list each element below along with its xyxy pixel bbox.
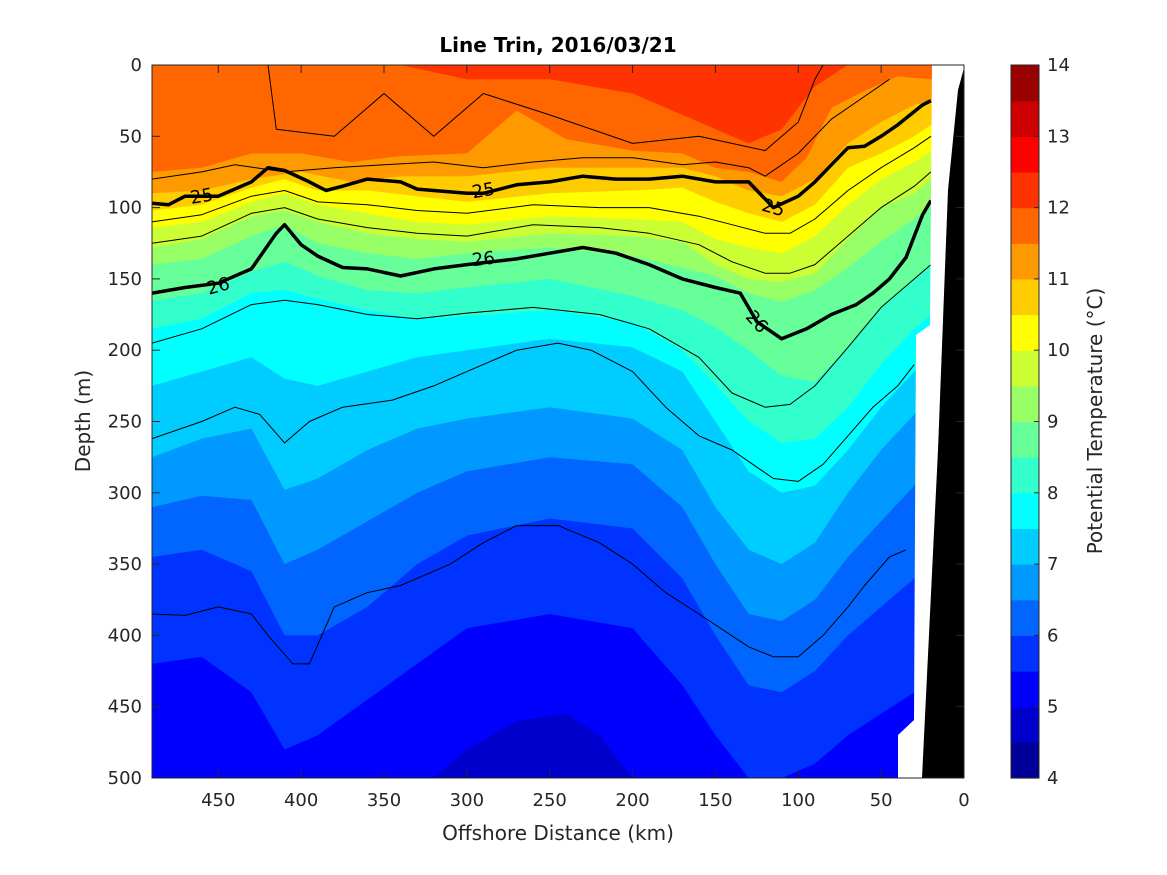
colorbar-band-18 — [1011, 100, 1039, 137]
x-tick-label-4: 250 — [533, 790, 567, 811]
x-axis-label: Offshore Distance (km) — [442, 821, 674, 845]
x-axis-ticks: 450 400 350 300 250 200 150 100 50 0 — [201, 65, 970, 811]
colorbar: 4 5 6 7 8 9 10 11 12 13 14 Potential Temperature (… — [1010, 55, 1107, 789]
y-tick-label-2: 100 — [108, 198, 142, 219]
x-tick-label-0: 450 — [201, 790, 235, 811]
colorbar-band-2 — [1011, 671, 1039, 708]
density-isolines — [152, 65, 933, 665]
isoline-label-2-1: 25 — [470, 179, 496, 204]
colorbar-tick-label-1: 5 — [1047, 697, 1058, 718]
y-tick-label-0: 0 — [131, 55, 142, 76]
isoline-6 — [152, 264, 932, 408]
colorbar-band-13 — [1011, 278, 1039, 316]
colorbar-band-10 — [1011, 385, 1039, 423]
colorbar-label: Potential Temperature (°C) — [1083, 288, 1107, 555]
y-axis-label: Depth (m) — [71, 370, 95, 472]
temperature-zones — [152, 65, 964, 778]
y-tick-label-5: 250 — [108, 412, 142, 433]
colorbar-band-16 — [1011, 171, 1039, 209]
isoline-7 — [152, 342, 915, 482]
y-tick-label-1: 50 — [119, 126, 142, 147]
colorbar-band-19 — [1011, 65, 1039, 102]
colorbar-band-15 — [1011, 207, 1039, 244]
chart-title: Line Trin, 2016/03/21 — [439, 33, 676, 57]
temperature-zone-14 — [152, 614, 964, 778]
y-tick-label-4: 200 — [108, 340, 142, 361]
colorbar-band-5 — [1011, 564, 1039, 601]
colorbar-tick-label-7: 11 — [1047, 269, 1070, 290]
colorbar-tick-label-4: 8 — [1047, 483, 1058, 504]
isoline-label-text: 26 — [471, 248, 496, 272]
x-tick-label-3: 300 — [450, 790, 484, 811]
colorbar-tick-label-5: 9 — [1047, 412, 1058, 433]
colorbar-band-17 — [1011, 136, 1039, 173]
colorbar-band-1 — [1011, 706, 1039, 743]
x-tick-label-6: 150 — [698, 790, 732, 811]
y-tick-label-3: 150 — [108, 269, 142, 290]
isoline-4 — [152, 171, 932, 274]
isoline-label-text: 25 — [189, 184, 215, 209]
colorbar-tick-label-6: 10 — [1047, 340, 1070, 361]
bathymetry-mask — [898, 65, 964, 778]
isoline-label-5-1: 26 — [471, 248, 496, 272]
temperature-zone-15 — [152, 713, 964, 778]
isoline-5 — [152, 199, 933, 341]
colorbar-tick-label-2: 6 — [1047, 625, 1058, 646]
y-axis-ticks: 0 50 100 150 200 250 300 350 400 450 500 — [108, 55, 964, 789]
colorbar-band-7 — [1011, 492, 1039, 530]
isoline-8 — [152, 525, 907, 665]
colorbar-tick-label-0: 4 — [1047, 768, 1058, 789]
colorbar-band-0 — [1011, 742, 1039, 779]
y-tick-label-9: 450 — [108, 697, 142, 718]
colorbar-band-6 — [1011, 528, 1039, 565]
y-tick-label-6: 300 — [108, 483, 142, 504]
isoline-3 — [152, 135, 932, 234]
colorbar-bands — [1011, 65, 1039, 779]
colorbar-tick-label-3: 7 — [1047, 554, 1058, 575]
colorbar-band-12 — [1011, 314, 1039, 351]
x-tick-label-8: 50 — [870, 790, 893, 811]
isoline-label-text: 25 — [470, 179, 496, 204]
y-tick-label-7: 350 — [108, 554, 142, 575]
y-tick-label-8: 400 — [108, 625, 142, 646]
colorbar-ticks: 4 5 6 7 8 9 10 11 12 13 14 — [1034, 55, 1070, 789]
colorbar-band-9 — [1011, 421, 1039, 458]
colorbar-tick-label-9: 13 — [1047, 126, 1070, 147]
x-tick-label-5: 200 — [615, 790, 649, 811]
isoline-2 — [152, 99, 932, 210]
isoline-0 — [267, 65, 824, 152]
colorbar-band-3 — [1011, 635, 1039, 672]
x-tick-label-7: 100 — [781, 790, 815, 811]
x-tick-label-9: 0 — [958, 790, 969, 811]
isoline-label-2-0: 25 — [189, 184, 215, 209]
colorbar-tick-label-8: 12 — [1047, 198, 1070, 219]
colorbar-band-11 — [1011, 350, 1039, 387]
colorbar-band-8 — [1011, 457, 1039, 494]
colorbar-band-4 — [1011, 599, 1039, 636]
colorbar-band-14 — [1011, 243, 1039, 280]
seafloor-region — [922, 68, 964, 778]
y-tick-label-10: 500 — [108, 768, 142, 789]
x-tick-label-1: 400 — [284, 790, 318, 811]
colorbar-tick-label-10: 14 — [1047, 55, 1070, 76]
x-tick-label-2: 350 — [367, 790, 401, 811]
